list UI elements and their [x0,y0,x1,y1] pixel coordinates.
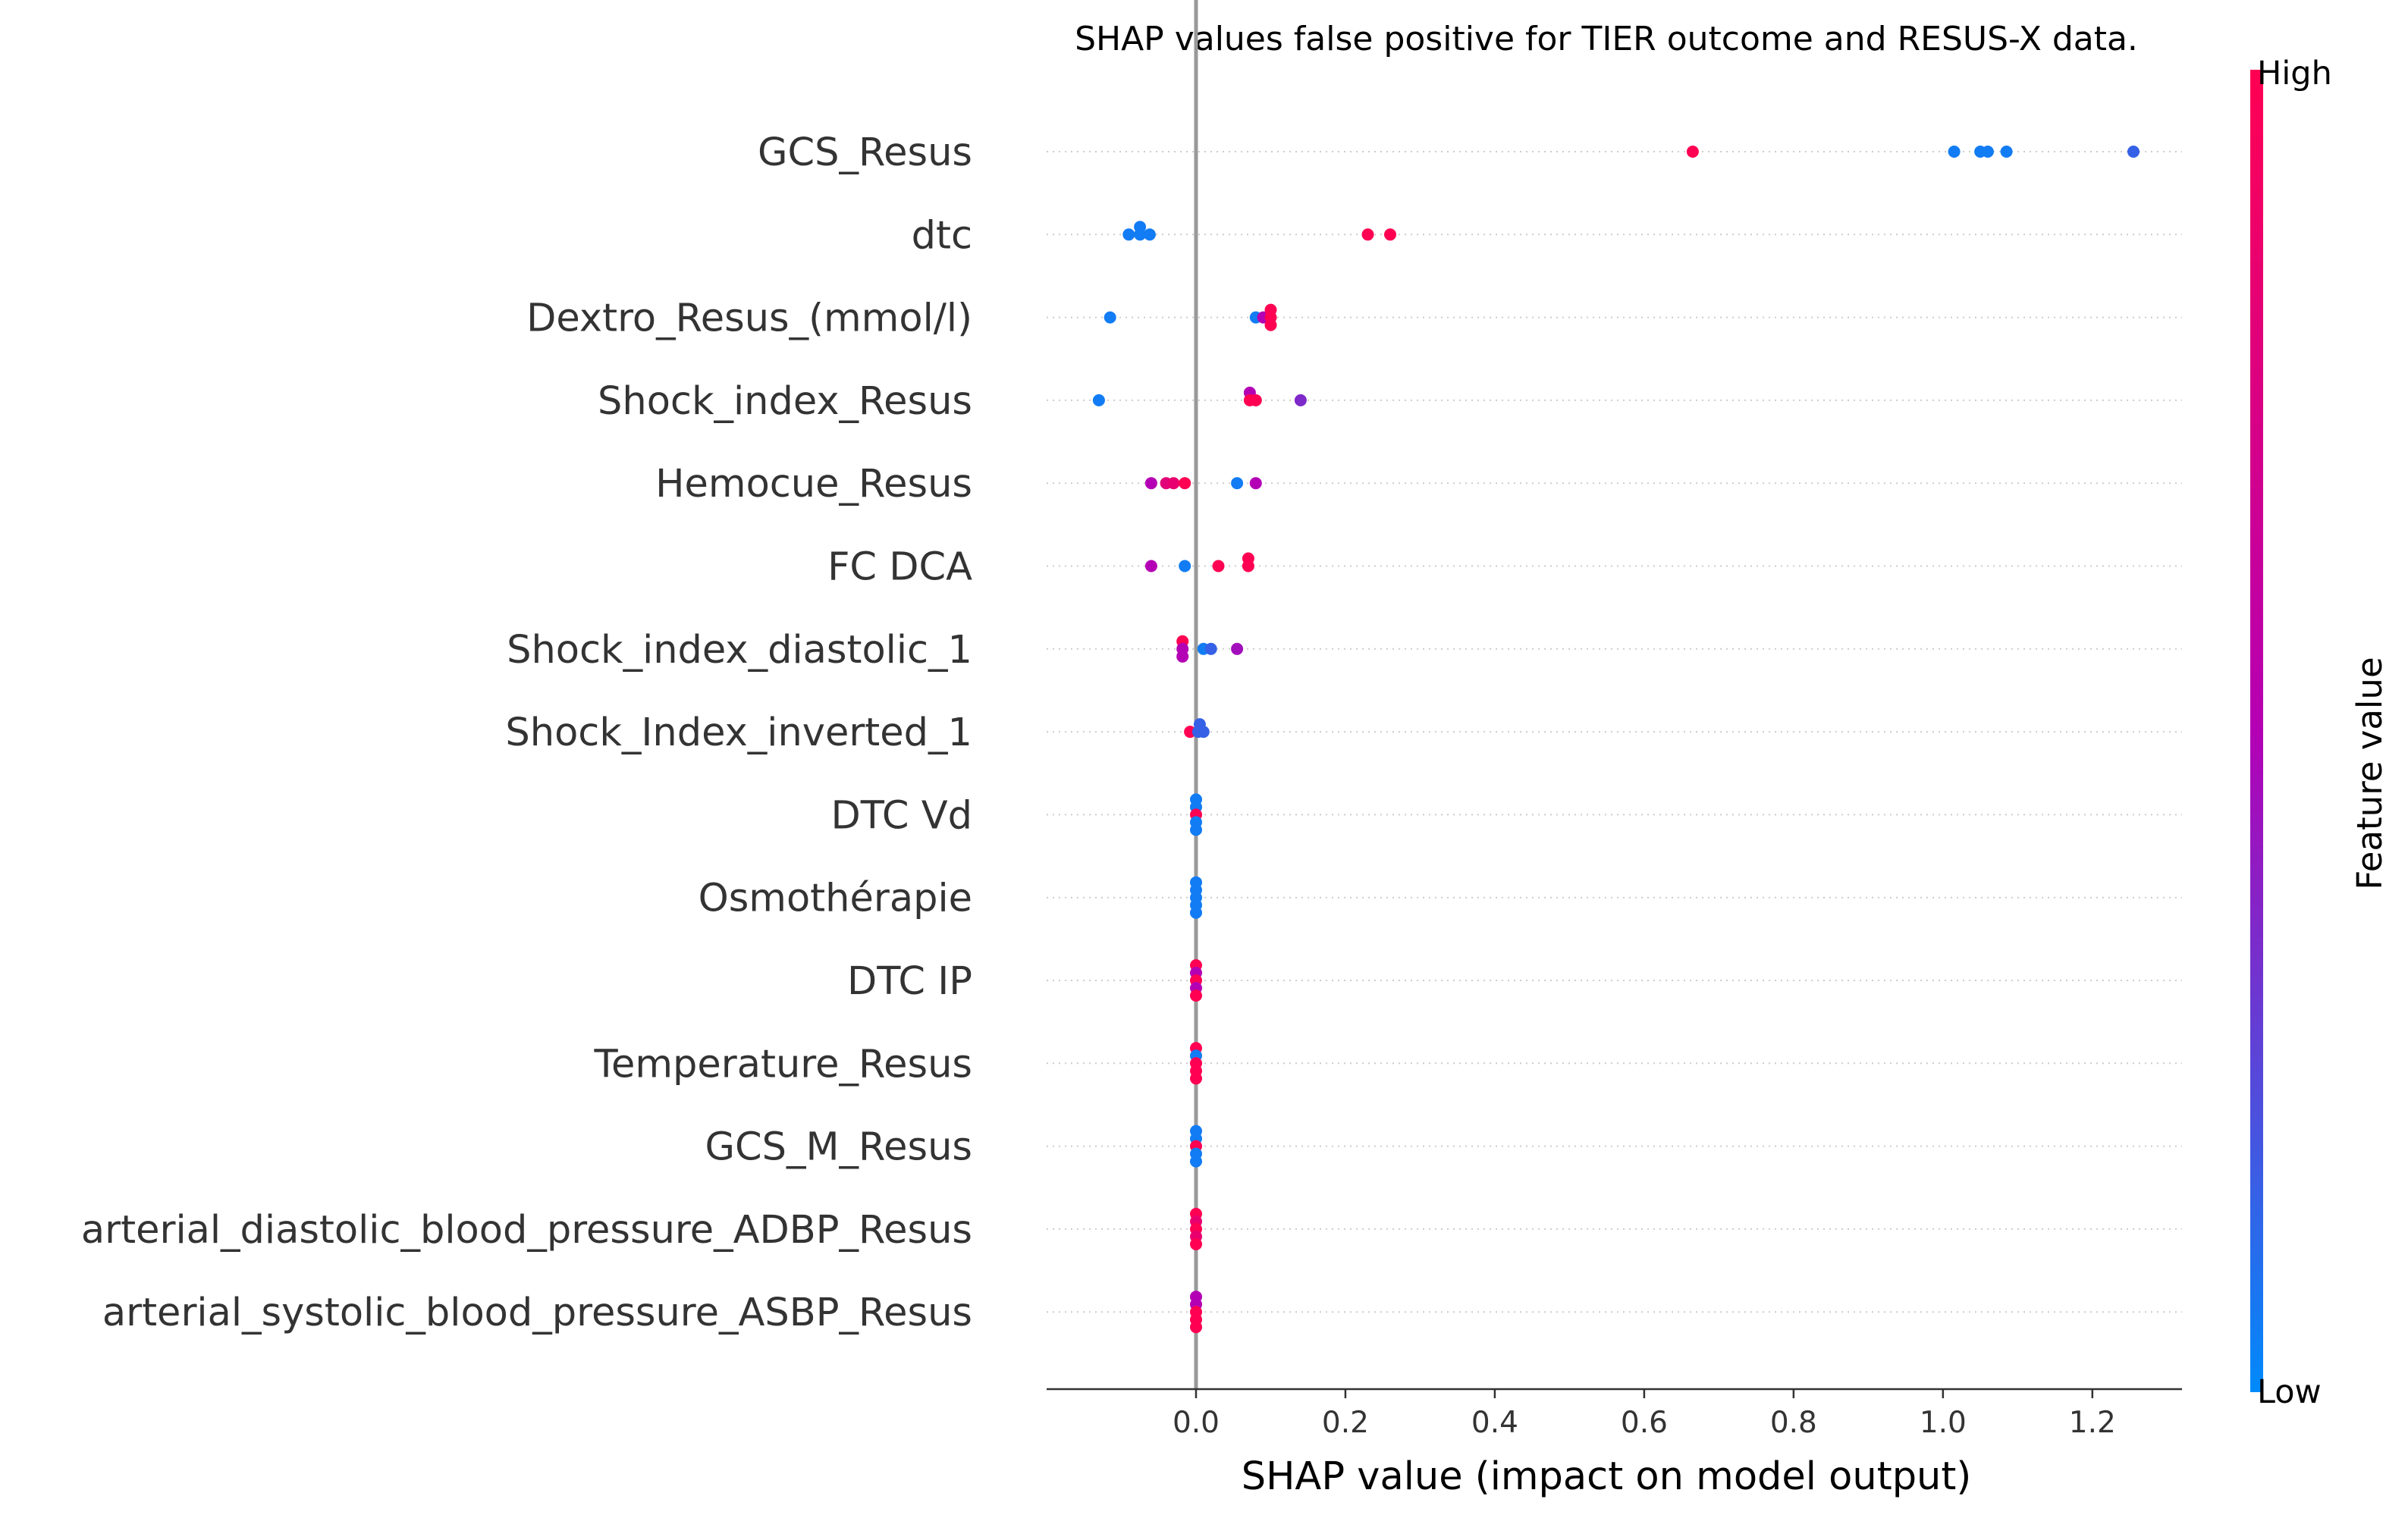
shap-point [1134,228,1147,241]
shap-point [1167,477,1180,490]
shap-point [1190,823,1202,836]
shap-point [1264,318,1277,331]
shap-point [1294,394,1307,406]
x-tick-label: 0.2 [1322,1406,1369,1440]
shap-point [1981,146,1994,158]
feature-label: Dextro_Resus_(mmol/l) [526,296,972,341]
colorbar [2250,70,2263,1392]
shap-point [1190,906,1202,919]
shap-point [1176,650,1189,663]
chart-title: SHAP values false positive for TIER outc… [1075,20,2138,58]
shap-point [1122,228,1135,241]
feature-label: Osmothérapie [699,877,972,921]
feature-label: FC DCA [827,545,972,590]
colorbar-title: Feature value [2350,657,2390,889]
shap-point [1231,477,1244,490]
data-points [1092,146,2140,1334]
shap-point [1179,560,1191,572]
shap-point [2127,146,2140,158]
shap-point [1361,228,1374,241]
shap-point [1179,477,1191,490]
feature-label: DTC IP [847,959,972,1004]
feature-label: DTC Vd [830,793,972,838]
x-tick-label: 0.4 [1471,1406,1518,1440]
shap-point [1948,146,1961,158]
shap-point [1190,990,1202,1002]
x-tick-label: 1.0 [1920,1406,1967,1440]
shap-point [1144,560,1157,572]
shap-point [1190,1155,1202,1168]
shap-point [1104,311,1116,324]
feature-label: arterial_systolic_blood_pressure_ASBP_Re… [102,1291,972,1335]
shap-point [1249,477,1262,490]
feature-label: dtc [912,213,972,258]
colorbar-low-label: Low [2257,1373,2322,1411]
shap-point [1190,1237,1202,1250]
feature-label: GCS_M_Resus [705,1125,973,1170]
shap-point [1144,477,1157,490]
feature-label: Shock_Index_inverted_1 [505,710,972,755]
feature-label: Hemocue_Resus [655,462,972,507]
feature-label: Shock_index_Resus [598,379,972,424]
x-tick-label: 0.6 [1621,1406,1668,1440]
x-tick-label: 1.2 [2069,1406,2116,1440]
shap-point [1143,228,1156,241]
shap-point [1242,560,1254,572]
shap-point [1197,726,1210,739]
row-guides [1047,151,2182,1313]
shap-point [1212,560,1225,572]
shap-point [1190,1321,1202,1334]
x-ticks: 0.0 0.2 0.4 0.6 0.8 1.0 1.2 [1173,1389,2116,1440]
shap-point [1092,394,1105,406]
shap-point [1190,1072,1202,1085]
shap-point [1249,394,1262,406]
shap-point [1231,642,1244,655]
shap-point [1686,146,1699,158]
feature-label: arterial_diastolic_blood_pressure_ADBP_R… [81,1208,972,1253]
feature-label: Temperature_Resus [593,1042,972,1087]
x-tick-label: 0.0 [1173,1406,1220,1440]
shap-point [1204,642,1217,655]
x-axis-label: SHAP value (impact on model output) [1242,1454,1972,1499]
colorbar-high-label: High [2257,55,2332,93]
shap-point [2000,146,2013,158]
shap-point [1384,228,1396,241]
feature-label: GCS_Resus [758,130,972,175]
feature-label: Shock_index_diastolic_1 [507,628,972,673]
x-tick-label: 0.8 [1770,1406,1817,1440]
